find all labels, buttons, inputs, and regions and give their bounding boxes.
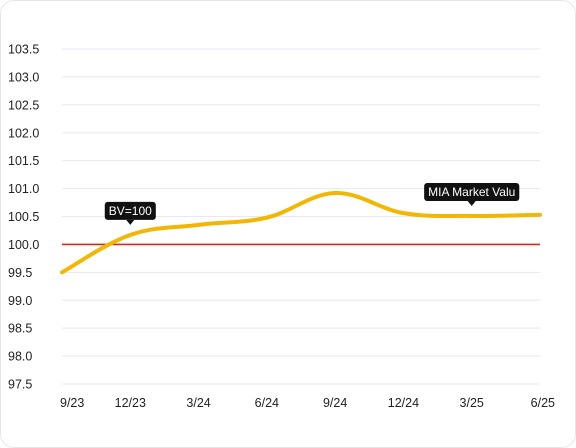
annotation-label: MIA Market Valu	[428, 185, 515, 199]
y-tick-label: 102.0	[8, 126, 39, 140]
y-tick-label: 100.0	[8, 238, 39, 252]
annotation-callout: MIA Market Valu	[424, 182, 520, 206]
annotation-pointer	[126, 219, 135, 225]
y-tick-label: 98.5	[8, 322, 32, 336]
series-line	[60, 191, 542, 275]
y-tick-label: 98.0	[8, 350, 32, 364]
annotation-pointer	[467, 200, 476, 206]
x-tick-label: 3/25	[460, 396, 484, 410]
annotation-callout: BV=100	[104, 201, 156, 225]
annotation-label: BV=100	[109, 204, 152, 218]
y-tick-label: 103.0	[8, 70, 39, 84]
annotation-box	[104, 201, 156, 220]
y-tick-label: 101.0	[8, 182, 39, 196]
x-axis-ticks: 9/23 12/23 3/24 6/24 9/24 12/24 3/25 6/25	[60, 396, 555, 410]
y-tick-label: 102.5	[8, 98, 39, 112]
y-tick-label: 99.0	[8, 294, 32, 308]
x-tick-label: 3/24	[186, 396, 210, 410]
annotations: BV=100 MIA Market Valu	[104, 182, 520, 225]
y-tick-label: 103.5	[8, 43, 39, 57]
y-tick-label: 100.5	[8, 210, 39, 224]
y-tick-label: 97.5	[8, 378, 32, 392]
y-axis-ticks: 97.5 98.0 98.5 99.0 99.5 100.0 100.5 101.0 101.5…	[8, 43, 39, 392]
x-tick-label: 12/23	[115, 396, 146, 410]
x-tick-label: 9/24	[323, 396, 347, 410]
x-tick-label: 12/24	[388, 396, 419, 410]
x-tick-label: 6/25	[531, 396, 555, 410]
y-tick-label: 99.5	[8, 266, 32, 280]
x-tick-label: 9/23	[60, 396, 84, 410]
annotation-box	[424, 182, 520, 201]
y-tick-label: 101.5	[8, 154, 39, 168]
x-tick-label: 6/24	[255, 396, 279, 410]
